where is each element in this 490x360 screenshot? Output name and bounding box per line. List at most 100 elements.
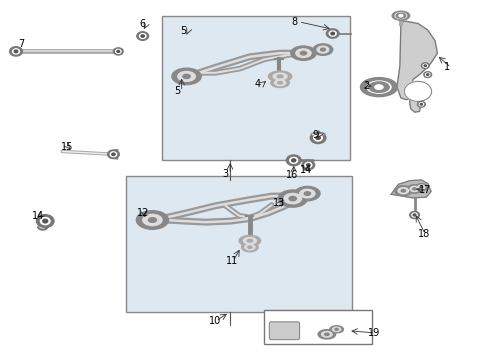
Circle shape [423, 64, 427, 67]
Circle shape [14, 50, 18, 53]
Ellipse shape [361, 78, 397, 96]
Ellipse shape [245, 244, 255, 250]
Ellipse shape [300, 51, 307, 55]
Circle shape [419, 103, 423, 106]
Polygon shape [397, 21, 438, 112]
Text: 6: 6 [139, 18, 146, 28]
Ellipse shape [239, 235, 261, 246]
Ellipse shape [395, 13, 407, 19]
Ellipse shape [136, 211, 169, 229]
Ellipse shape [242, 243, 258, 252]
Ellipse shape [284, 193, 301, 204]
FancyBboxPatch shape [270, 322, 299, 340]
Bar [162, 16, 350, 160]
Ellipse shape [271, 78, 289, 87]
Text: 2: 2 [363, 81, 369, 91]
Circle shape [287, 155, 301, 166]
Circle shape [326, 29, 339, 38]
Circle shape [108, 150, 119, 158]
Text: 12: 12 [137, 208, 149, 218]
Ellipse shape [407, 185, 422, 193]
Text: 5: 5 [181, 26, 187, 36]
Text: 4: 4 [255, 79, 261, 89]
Text: 9: 9 [312, 130, 318, 140]
Text: 19: 19 [368, 328, 380, 338]
Ellipse shape [248, 246, 252, 248]
Circle shape [314, 135, 322, 141]
Circle shape [417, 102, 425, 107]
Circle shape [412, 213, 417, 217]
Circle shape [425, 73, 430, 76]
Circle shape [410, 211, 419, 219]
Circle shape [292, 159, 296, 162]
Circle shape [331, 32, 335, 35]
Ellipse shape [333, 327, 341, 332]
Ellipse shape [413, 188, 416, 190]
Circle shape [13, 49, 20, 54]
Circle shape [140, 34, 146, 39]
Text: 15: 15 [61, 142, 73, 152]
Circle shape [310, 132, 326, 144]
Ellipse shape [296, 49, 311, 58]
Text: 8: 8 [291, 17, 297, 27]
Circle shape [112, 153, 115, 156]
Circle shape [307, 164, 310, 166]
Circle shape [421, 63, 429, 68]
Ellipse shape [420, 186, 423, 188]
Circle shape [427, 74, 429, 75]
Circle shape [43, 219, 48, 223]
Ellipse shape [318, 330, 336, 339]
Circle shape [137, 32, 148, 40]
Circle shape [413, 214, 416, 216]
Ellipse shape [304, 192, 311, 195]
Ellipse shape [398, 188, 409, 194]
Ellipse shape [148, 218, 156, 222]
Ellipse shape [277, 75, 283, 78]
Ellipse shape [178, 72, 196, 81]
Text: 5: 5 [174, 86, 181, 96]
Circle shape [424, 72, 432, 77]
Ellipse shape [313, 44, 333, 55]
Circle shape [329, 31, 336, 36]
Ellipse shape [269, 71, 292, 82]
Text: 3: 3 [222, 168, 229, 179]
Text: 13: 13 [273, 198, 286, 208]
Circle shape [424, 65, 426, 67]
Circle shape [141, 35, 145, 37]
Ellipse shape [369, 82, 389, 93]
Circle shape [117, 50, 120, 53]
Ellipse shape [416, 184, 427, 191]
Circle shape [305, 162, 312, 167]
Polygon shape [391, 180, 431, 198]
Ellipse shape [273, 73, 287, 80]
Ellipse shape [300, 189, 315, 198]
Ellipse shape [335, 328, 338, 330]
Ellipse shape [396, 13, 406, 18]
Circle shape [110, 152, 117, 157]
Ellipse shape [321, 332, 332, 337]
Ellipse shape [172, 68, 201, 85]
Text: 10: 10 [208, 316, 220, 326]
Circle shape [114, 48, 123, 55]
Ellipse shape [183, 75, 190, 78]
Bar [125, 176, 352, 312]
Ellipse shape [399, 15, 403, 17]
Text: 14: 14 [299, 165, 312, 175]
Circle shape [116, 49, 121, 53]
Circle shape [40, 217, 50, 225]
Text: 17: 17 [419, 185, 432, 195]
Text: 1: 1 [444, 63, 450, 72]
Circle shape [36, 215, 54, 228]
Circle shape [10, 47, 23, 56]
Ellipse shape [401, 189, 406, 192]
Ellipse shape [278, 190, 307, 207]
Ellipse shape [320, 48, 325, 51]
Ellipse shape [392, 11, 410, 20]
Text: 7: 7 [19, 39, 25, 49]
Ellipse shape [247, 239, 252, 242]
Ellipse shape [317, 46, 329, 53]
Ellipse shape [367, 81, 391, 93]
Circle shape [316, 136, 320, 139]
Bar [265, 310, 372, 344]
Ellipse shape [418, 185, 425, 189]
